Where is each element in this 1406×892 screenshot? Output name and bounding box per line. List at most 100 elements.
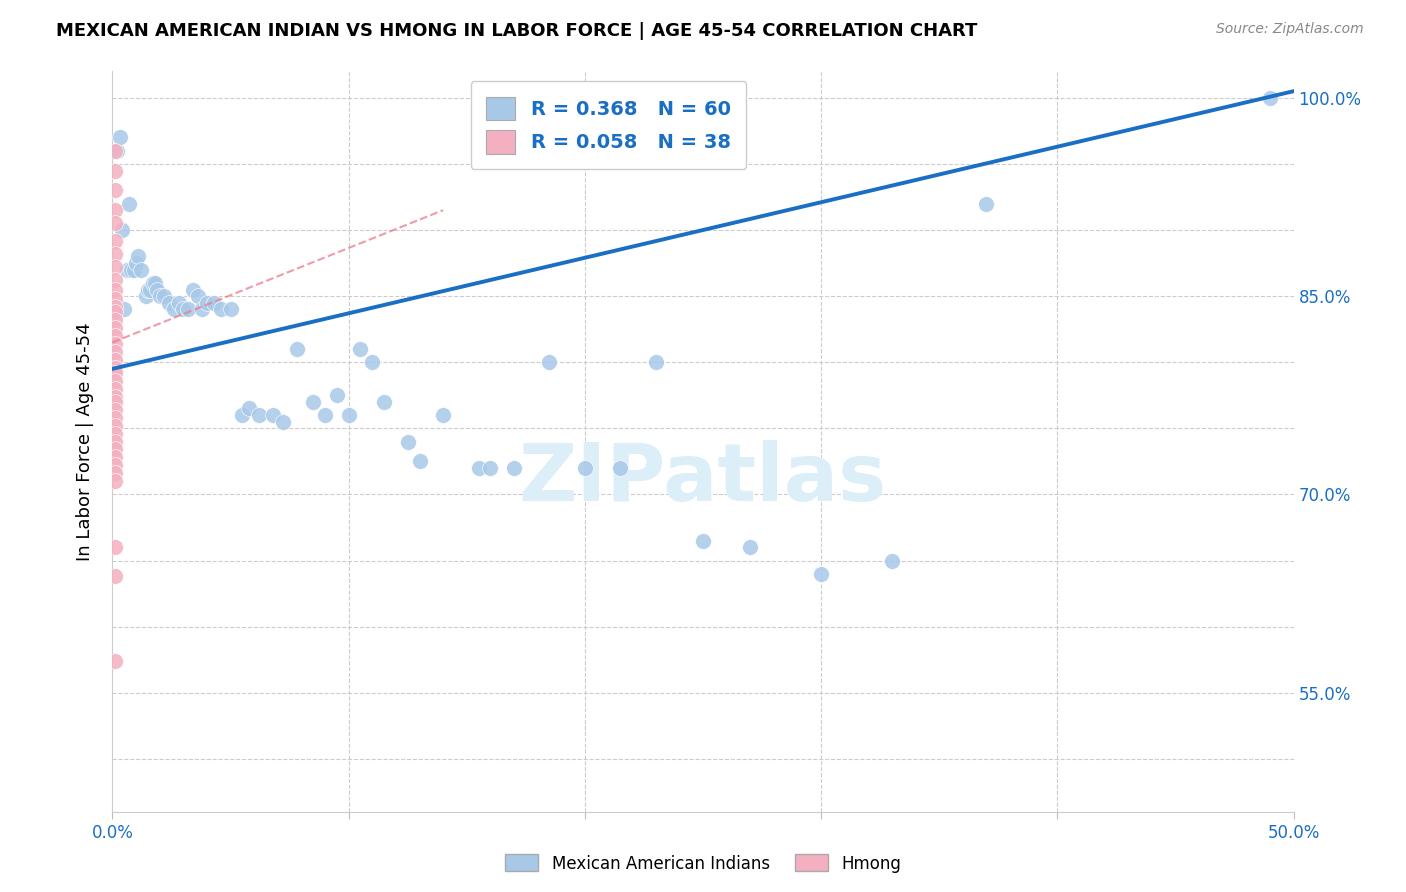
Point: [104, 247, 127, 261]
Point: [120, 262, 142, 277]
Point: [177, 302, 200, 317]
Point: [172, 302, 194, 317]
Point: [115, 262, 138, 277]
Point: [112, 302, 135, 317]
Point: [104, 234, 127, 248]
Point: [373, 395, 395, 409]
Point: [104, 382, 127, 396]
Point: [104, 283, 127, 297]
Point: [692, 533, 714, 548]
Point: [104, 390, 127, 404]
Point: [104, 360, 127, 375]
Point: [122, 262, 145, 277]
Point: [195, 295, 218, 310]
Point: [181, 283, 204, 297]
Legend: R = 0.368   N = 60, R = 0.058   N = 38: R = 0.368 N = 60, R = 0.058 N = 38: [471, 81, 747, 169]
Point: [129, 262, 152, 277]
Point: [167, 295, 190, 310]
Point: [104, 654, 127, 668]
Point: [1258, 91, 1281, 105]
Point: [302, 395, 325, 409]
Point: [104, 426, 127, 441]
Point: [104, 203, 127, 218]
Point: [740, 541, 762, 555]
Point: [104, 183, 127, 197]
Point: [247, 408, 270, 422]
Point: [479, 461, 502, 475]
Point: [104, 569, 127, 583]
Point: [209, 302, 232, 317]
Point: [326, 388, 349, 402]
Point: [337, 408, 360, 422]
Point: [609, 461, 631, 475]
Point: [396, 434, 419, 449]
Point: [202, 295, 225, 310]
Point: [111, 223, 134, 237]
Point: [127, 250, 149, 264]
Point: [361, 355, 384, 369]
Point: [104, 305, 127, 319]
Point: [139, 283, 162, 297]
Point: [271, 415, 294, 429]
Point: [105, 144, 128, 158]
Point: [104, 418, 127, 433]
Point: [104, 541, 127, 555]
Legend: Mexican American Indians, Hmong: Mexican American Indians, Hmong: [498, 847, 908, 880]
Point: [574, 461, 596, 475]
Point: [104, 216, 127, 230]
Point: [104, 336, 127, 351]
Point: [104, 434, 127, 449]
Point: [118, 196, 141, 211]
Text: MEXICAN AMERICAN INDIAN VS HMONG IN LABOR FORCE | AGE 45-54 CORRELATION CHART: MEXICAN AMERICAN INDIAN VS HMONG IN LABO…: [56, 22, 977, 40]
Point: [125, 256, 148, 270]
Point: [432, 408, 454, 422]
Point: [104, 467, 127, 481]
Point: [146, 283, 169, 297]
Point: [285, 342, 308, 356]
Point: [104, 163, 127, 178]
Point: [349, 342, 371, 356]
Point: [408, 454, 430, 468]
Text: Source: ZipAtlas.com: Source: ZipAtlas.com: [1216, 22, 1364, 37]
Point: [104, 344, 127, 359]
Point: [314, 408, 336, 422]
Point: [880, 553, 903, 567]
Point: [538, 355, 561, 369]
Point: [810, 566, 832, 581]
Point: [104, 300, 127, 314]
Point: [262, 408, 284, 422]
Point: [163, 302, 186, 317]
Point: [104, 313, 127, 327]
Point: [149, 289, 172, 303]
Point: [467, 461, 489, 475]
Point: [104, 352, 127, 367]
Point: [157, 295, 180, 310]
Point: [503, 461, 526, 475]
Point: [104, 292, 127, 306]
Point: [104, 374, 127, 388]
Point: [186, 289, 208, 303]
Text: ZIPatlas: ZIPatlas: [519, 440, 887, 517]
Point: [104, 321, 127, 335]
Point: [191, 302, 214, 317]
Point: [135, 289, 157, 303]
Point: [219, 302, 242, 317]
Point: [104, 395, 127, 409]
Point: [644, 355, 666, 369]
Point: [143, 276, 166, 290]
Point: [104, 402, 127, 417]
Point: [104, 366, 127, 380]
Point: [104, 442, 127, 457]
Point: [104, 144, 127, 158]
Point: [104, 273, 127, 287]
Point: [104, 458, 127, 473]
Point: [104, 410, 127, 425]
Point: [108, 130, 131, 145]
Point: [104, 260, 127, 274]
Point: [153, 289, 176, 303]
Point: [136, 283, 159, 297]
Point: [231, 408, 253, 422]
Point: [238, 401, 260, 416]
Point: [104, 450, 127, 465]
Point: [104, 474, 127, 488]
